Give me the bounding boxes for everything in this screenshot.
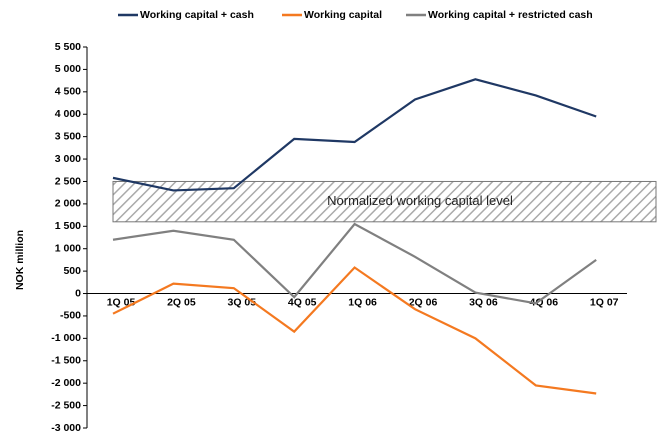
x-tick-label: 3Q 06	[469, 296, 498, 308]
annotation: Normalized working capital level	[327, 193, 513, 208]
y-tick-label: 5 000	[55, 63, 81, 75]
y-tick-label: 2 500	[55, 175, 81, 187]
x-tick-label: 2Q 06	[409, 296, 438, 308]
series-line	[112, 78, 597, 192]
series-line	[112, 222, 597, 305]
y-tick-label: -500	[60, 310, 81, 322]
y-tick-label: 3 000	[55, 153, 81, 165]
y-tick-label: -3 000	[51, 422, 81, 434]
legend-label: Working capital + restricted cash	[428, 9, 593, 21]
normalized-band	[112, 180, 657, 223]
x-tick-label: 4Q 05	[288, 296, 317, 308]
x-tick-label: 1Q 05	[107, 296, 136, 308]
y-tick-label: -2 000	[51, 377, 81, 389]
y-tick-label: 4 500	[55, 86, 81, 98]
y-tick-label: 4 000	[55, 108, 81, 120]
y-tick-label: -1 500	[51, 355, 81, 367]
legend-label: Working capital	[304, 9, 382, 21]
y-tick-label: 2 000	[55, 198, 81, 210]
y-tick-label: 5 500	[55, 41, 81, 53]
series-line	[112, 266, 597, 395]
legend-label: Working capital + cash	[140, 9, 254, 21]
y-tick-label: -1 000	[51, 332, 81, 344]
x-tick-label: 1Q 06	[348, 296, 377, 308]
x-tick-label: 4Q 06	[529, 296, 558, 308]
y-tick-label: 0	[75, 287, 81, 299]
y-tick-label: -2 500	[51, 399, 81, 411]
y-tick-label: 1 500	[55, 220, 81, 232]
y-tick-label: 500	[63, 265, 81, 277]
y-tick-label: 3 500	[55, 130, 81, 142]
x-tick-label: 1Q 07	[590, 296, 619, 308]
y-tick-label: 1 000	[55, 242, 81, 254]
y-axis-label: NOK million	[14, 230, 26, 290]
x-tick-label: 2Q 05	[167, 296, 196, 308]
